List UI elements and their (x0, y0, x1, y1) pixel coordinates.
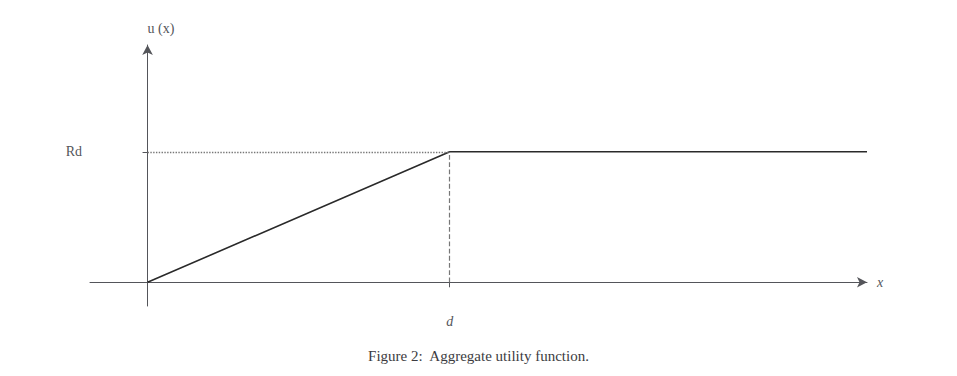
svg-text:u (x): u (x) (148, 21, 175, 37)
svg-text:Rd: Rd (66, 144, 82, 159)
svg-text:d: d (446, 314, 454, 329)
svg-text:x: x (876, 275, 884, 290)
svg-text:Figure 2: Aggregate utility f: Figure 2: Aggregate utility function. (368, 348, 589, 364)
